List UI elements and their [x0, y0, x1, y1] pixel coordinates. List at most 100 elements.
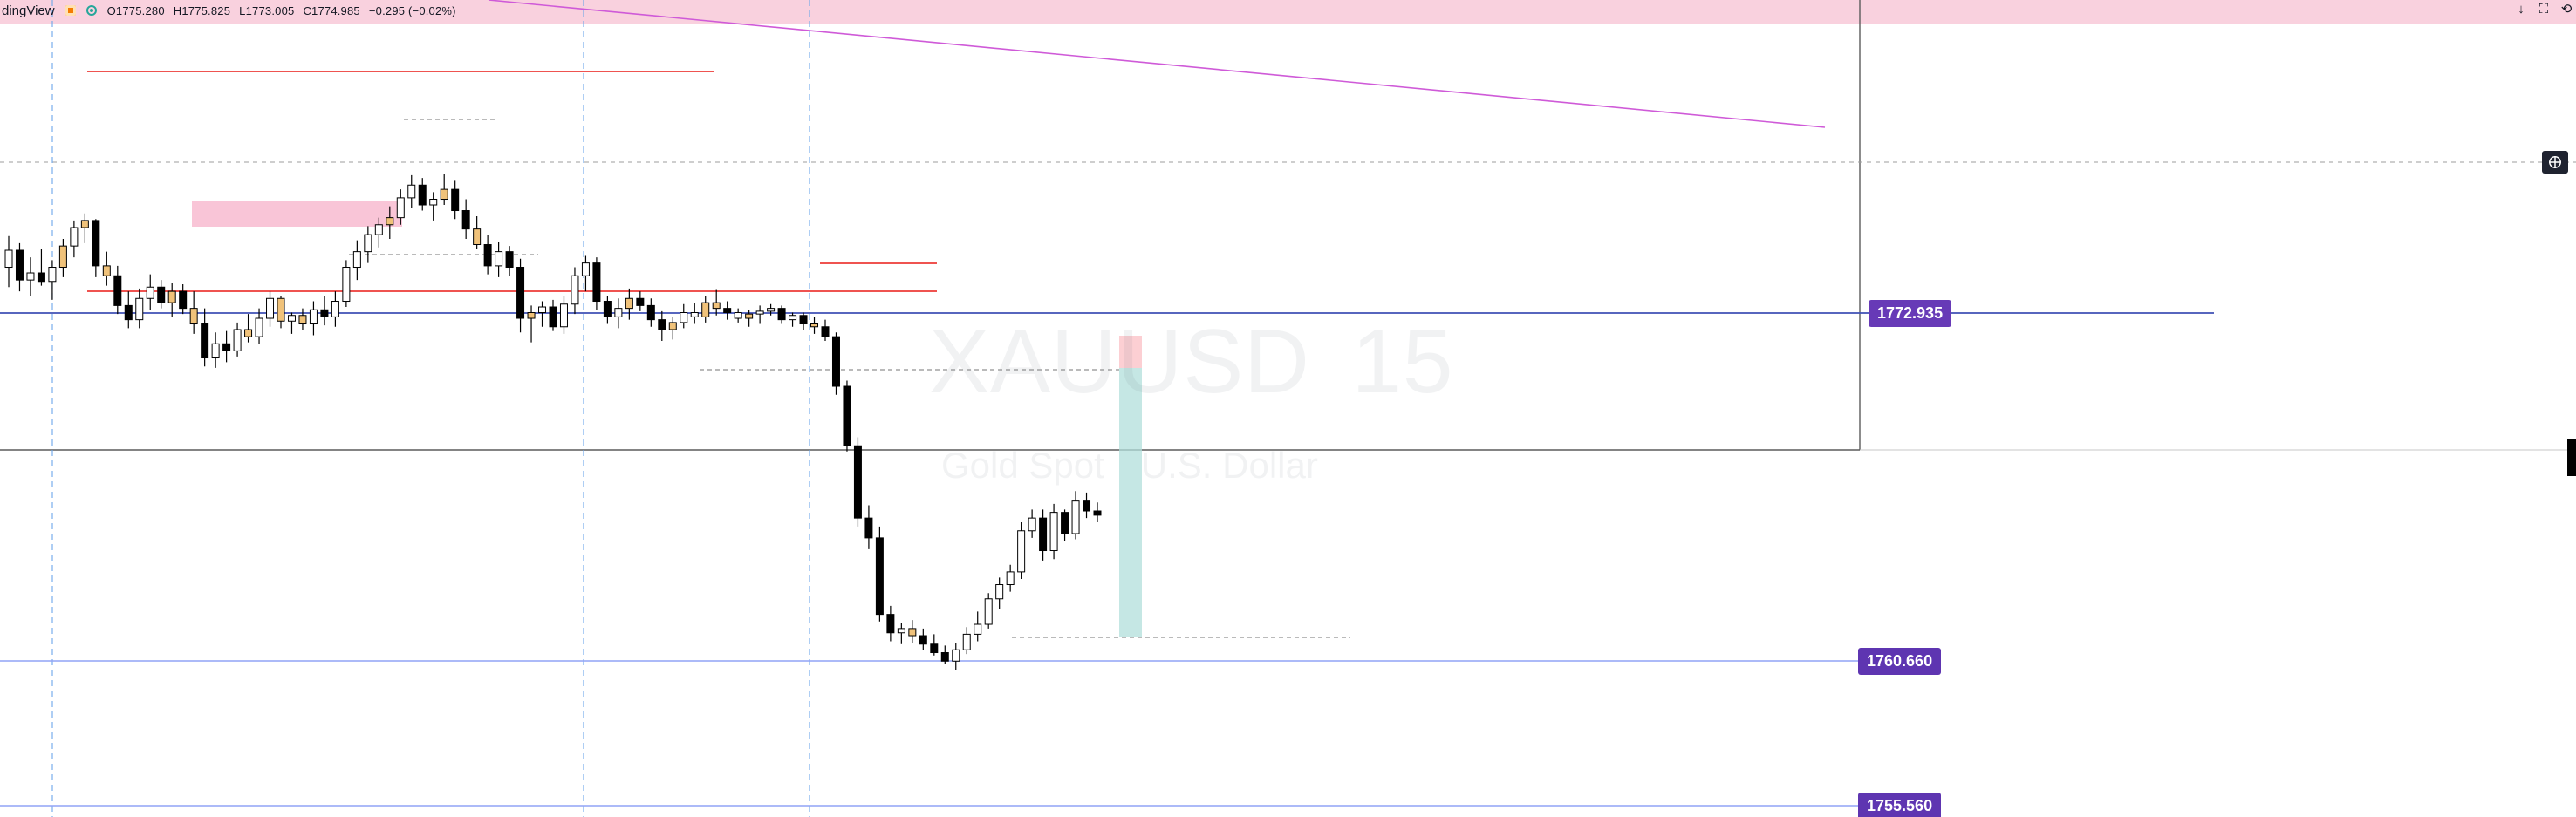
top-highlight-zone: [0, 0, 2576, 24]
low-value: L1773.005: [239, 3, 295, 17]
window-controls: ↓ ⛶ ⟲: [2513, 0, 2574, 17]
candle-body: [690, 312, 699, 317]
candle-body: [418, 184, 427, 206]
candle-body: [962, 633, 971, 650]
candle-body: [495, 251, 503, 267]
candle-body: [331, 301, 339, 317]
candle-body: [352, 251, 361, 269]
candle-body: [974, 623, 982, 635]
candle-body: [211, 343, 220, 359]
candle-body: [92, 220, 100, 267]
candle-body: [592, 262, 601, 303]
candle-body: [461, 210, 470, 230]
candle-body: [201, 323, 209, 359]
candle-body: [821, 326, 830, 337]
candle-body: [831, 336, 840, 387]
candle-body: [734, 312, 742, 319]
candle-body: [189, 308, 198, 325]
close-value: C1774.985: [303, 3, 360, 17]
candle-body: [745, 313, 754, 319]
candles-layer: [4, 174, 1102, 671]
candle-body: [483, 244, 492, 267]
candle-body: [614, 308, 623, 317]
candle-body: [266, 297, 275, 319]
candle-body: [407, 184, 416, 199]
candle-body: [636, 297, 645, 306]
candle-body: [222, 343, 231, 351]
candle-body: [886, 614, 895, 634]
down-arrow-icon[interactable]: ↓: [2518, 1, 2525, 17]
candle-body: [853, 445, 862, 519]
candle-body: [549, 306, 557, 328]
candle-body: [15, 249, 24, 281]
candle-body: [984, 598, 993, 625]
crosshair-icon[interactable]: [2542, 151, 2568, 174]
candle-body: [843, 385, 851, 446]
candle-body: [940, 652, 949, 662]
candle-body: [799, 315, 808, 325]
candle-body: [287, 315, 296, 322]
chart-header: dingView O1775.280 H1775.825 L1773.005 C…: [0, 0, 2576, 21]
candle-body: [701, 302, 710, 317]
candle-body: [48, 267, 57, 283]
candle-body: [505, 251, 514, 269]
candle-body: [571, 275, 579, 305]
candle-body: [298, 315, 307, 325]
red-stop-zone: [1119, 336, 1142, 368]
price-label-1772-935-text: 1772.935: [1877, 304, 1944, 322]
candle-body: [864, 517, 873, 539]
watermark-name-part-1: Gold Spot: [941, 445, 1104, 486]
symbol-badge-icon: [65, 5, 76, 16]
candle-body: [277, 297, 285, 322]
candle-body: [516, 267, 525, 319]
brand-text: dingView: [2, 3, 55, 18]
candle-body: [80, 220, 89, 228]
candle-body: [680, 312, 688, 323]
candle-body: [473, 228, 482, 246]
price-label-1772-935: 1772.935: [1869, 300, 1952, 327]
candle-body: [386, 217, 394, 226]
current-price-marker: [2567, 439, 2576, 476]
symbol-watermark: XAUUSD 15 Gold Spot U.S. Dollar: [929, 317, 1453, 484]
candle-body: [1071, 500, 1080, 534]
candle-body: [777, 308, 786, 321]
candle-body: [668, 322, 677, 330]
pink-zone: [192, 201, 402, 227]
teal-position-zone: [1119, 336, 1142, 637]
candle-body: [930, 643, 939, 654]
watermark-name-part-2: U.S. Dollar: [1140, 445, 1318, 486]
candle-body: [58, 245, 67, 269]
candle-body: [603, 301, 612, 317]
candle-body: [1061, 512, 1069, 534]
candle-body: [70, 227, 79, 247]
candle-body: [451, 188, 460, 212]
candle-body: [1017, 530, 1026, 573]
market-status-icon: [85, 5, 97, 16]
candle-body: [712, 302, 721, 310]
watermark-interval: 15: [1351, 311, 1454, 412]
back-icon[interactable]: ⟲: [2560, 1, 2573, 17]
candle-body: [255, 317, 263, 337]
candle-body: [4, 249, 13, 269]
candle-body: [320, 309, 329, 317]
candle-body: [233, 329, 242, 351]
candle-body: [810, 323, 819, 328]
candle-body: [658, 319, 666, 330]
candle-body: [527, 312, 536, 319]
candle-body: [342, 267, 351, 303]
candle-body: [755, 310, 764, 315]
fullscreen-icon[interactable]: ⛶: [2538, 1, 2549, 17]
candle-body: [364, 234, 372, 253]
price-label-1755-560: 1755.560: [1858, 793, 1942, 817]
candle-body: [1028, 517, 1036, 532]
candle-body: [146, 286, 154, 299]
candle-body: [309, 309, 318, 325]
candle-body: [1083, 500, 1091, 512]
candle-body: [919, 635, 927, 645]
candle-body: [396, 197, 405, 219]
candle-body: [102, 265, 111, 276]
ohlc-readout: O1775.280 H1775.825 L1773.005 C1774.985 …: [107, 4, 456, 17]
price-label-1760-660: 1760.660: [1858, 648, 1942, 675]
